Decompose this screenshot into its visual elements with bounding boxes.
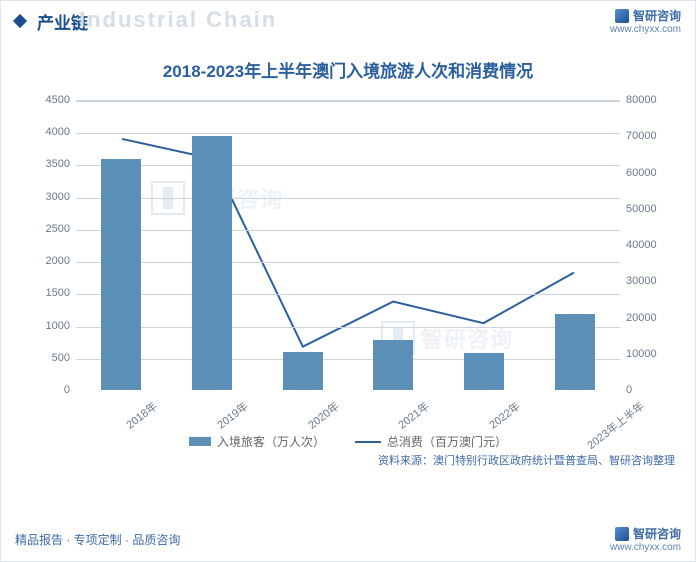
legend-bar-label: 入境旅客（万人次） [217, 433, 325, 450]
chart-title: 2018-2023年上半年澳门入境旅游人次和消费情况 [1, 57, 695, 82]
brand-block: 智研咨询 www.chyxx.com [610, 7, 681, 35]
brand-name: 智研咨询 [633, 7, 681, 24]
y-left-tick: 1500 [20, 287, 70, 299]
y-right-tick: 40000 [626, 239, 676, 251]
y-left-tick: 2500 [20, 223, 70, 235]
legend-line-label: 总消费（百万澳门元） [387, 433, 507, 450]
y-left-tick: 4500 [20, 94, 70, 106]
gridline [76, 198, 620, 199]
swatch-bar-icon [189, 437, 211, 446]
line-path [122, 139, 574, 347]
legend-bar: 入境旅客（万人次） [189, 433, 325, 450]
footer-brand: 智研咨询 www.chyxx.com [610, 525, 681, 553]
x-tick-label: 2022年 [486, 398, 524, 432]
x-tick-label: 2021年 [395, 398, 433, 432]
footer-brand-name: 智研咨询 [633, 525, 681, 542]
gridline [76, 230, 620, 231]
gridline [76, 165, 620, 166]
source-line: 资料来源：澳门特别行政区政府统计暨普查局、智研咨询整理 [1, 452, 695, 468]
brand-url: www.chyxx.com [610, 24, 681, 35]
gridline [76, 101, 620, 102]
y-right-tick: 20000 [626, 312, 676, 324]
y-right-tick: 60000 [626, 167, 676, 179]
x-tick-label: 2020年 [304, 398, 342, 432]
bar [192, 136, 232, 390]
bar [555, 314, 595, 390]
gridline [76, 359, 620, 360]
watermark-en: Industrial Chain [79, 7, 277, 33]
diamond-icon [13, 14, 27, 28]
y-right-tick: 70000 [626, 130, 676, 142]
gridline [76, 262, 620, 263]
bar [373, 340, 413, 390]
y-left-tick: 0 [20, 384, 70, 396]
x-tick-label: 2018年 [123, 398, 161, 432]
bar [464, 353, 504, 390]
plot-wrap: 入境旅客（万人次） 总消费（百万澳门元） 0 500 1000 1500 2000 250… [18, 90, 678, 450]
y-right-tick: 10000 [626, 348, 676, 360]
y-right-tick: 50000 [626, 203, 676, 215]
bar [283, 352, 323, 390]
footer: 精品报告 · 专项定制 · 品质咨询 智研咨询 www.chyxx.com [1, 517, 695, 561]
bar [101, 159, 141, 390]
swatch-line-icon [355, 441, 381, 443]
gridline [76, 327, 620, 328]
y-left-tick: 3500 [20, 158, 70, 170]
y-right-tick: 30000 [626, 275, 676, 287]
legend-line: 总消费（百万澳门元） [355, 433, 507, 450]
y-right-tick: 80000 [626, 94, 676, 106]
y-left-tick: 1000 [20, 320, 70, 332]
footer-brand-url: www.chyxx.com [610, 542, 681, 553]
legend: 入境旅客（万人次） 总消费（百万澳门元） [18, 433, 678, 450]
y-left-tick: 500 [20, 352, 70, 364]
gridline [76, 294, 620, 295]
x-tick-label: 2019年 [214, 398, 252, 432]
footer-left: 精品报告 · 专项定制 · 品质咨询 [15, 531, 180, 548]
gridline [76, 133, 620, 134]
y-left-tick: 2000 [20, 255, 70, 267]
y-left-tick: 4000 [20, 126, 70, 138]
plot-area [76, 100, 620, 390]
footer-brand-logo-icon [615, 527, 629, 541]
brand-logo-icon [615, 9, 629, 23]
y-right-tick: 0 [626, 384, 676, 396]
y-left-tick: 3000 [20, 191, 70, 203]
line-series [76, 101, 620, 390]
